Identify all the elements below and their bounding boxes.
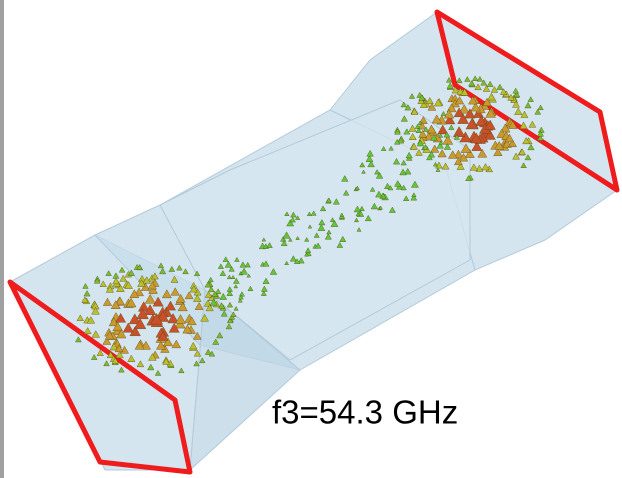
page: {"annotation": "f3=54.3 GHz"} f3=54.3 GH… [0, 0, 622, 478]
left-border [0, 0, 4, 478]
frequency-label: f3=54.3 GHz [272, 394, 458, 431]
simulation-view: f3=54.3 GHz [0, 0, 622, 478]
